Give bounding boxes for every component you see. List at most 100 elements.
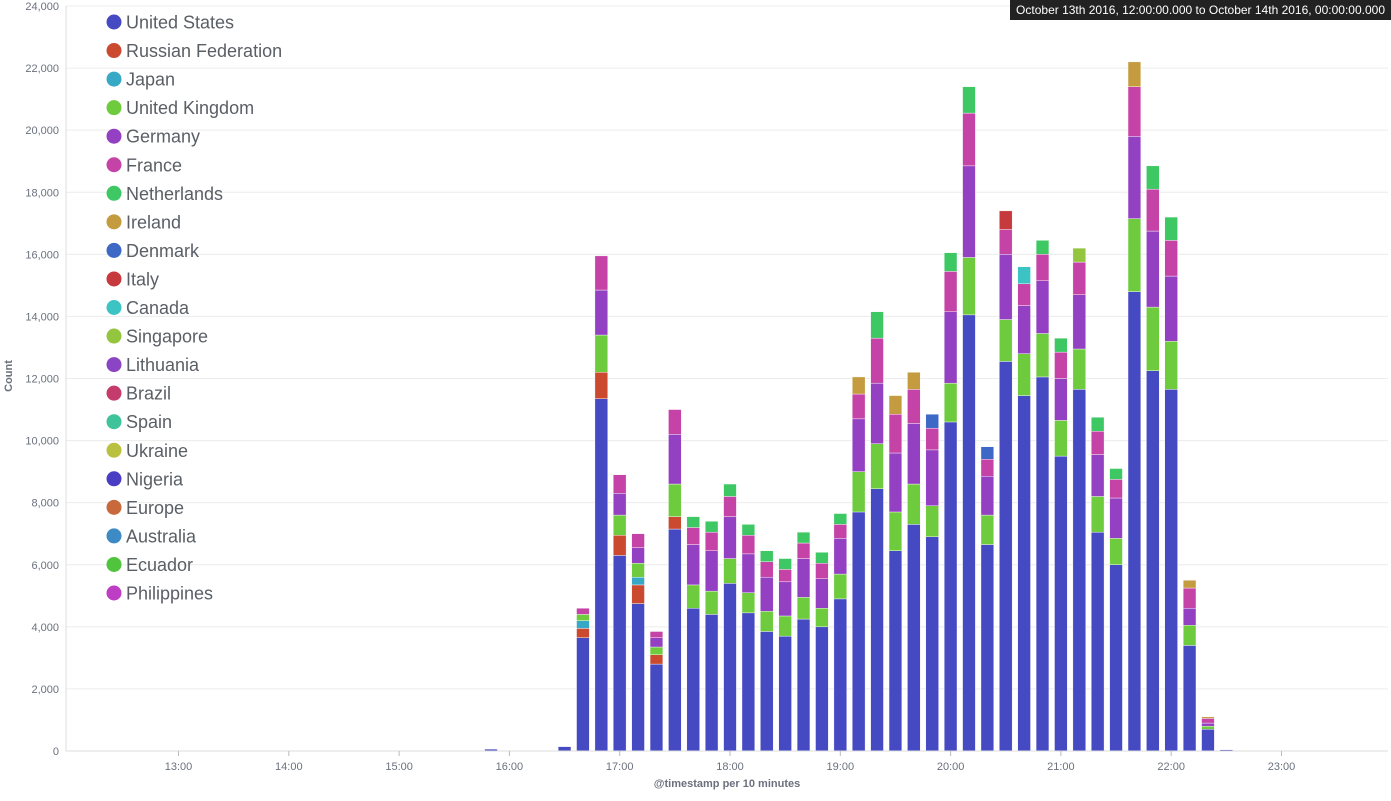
- bar-stack-1800[interactable]: [723, 483, 737, 752]
- bar-stack-1650[interactable]: [594, 255, 608, 752]
- legend-item[interactable]: Ireland: [106, 212, 182, 232]
- bar-segment[interactable]: [962, 86, 976, 114]
- bar-segment[interactable]: [815, 562, 829, 579]
- bar-segment[interactable]: [852, 471, 866, 513]
- bar-segment[interactable]: [631, 562, 645, 578]
- bar-stack-2030[interactable]: [999, 210, 1013, 752]
- bar-segment[interactable]: [1146, 165, 1160, 190]
- bar-segment[interactable]: [613, 535, 627, 556]
- legend-item[interactable]: France: [106, 155, 183, 175]
- bar-segment[interactable]: [944, 382, 958, 423]
- bar-segment[interactable]: [999, 254, 1013, 320]
- legend-item[interactable]: Canada: [106, 298, 191, 318]
- bar-segment[interactable]: [1035, 376, 1050, 752]
- bar-segment[interactable]: [686, 527, 700, 545]
- legend-item[interactable]: Italy: [106, 269, 160, 289]
- bar-segment[interactable]: [557, 746, 572, 752]
- bar-segment[interactable]: [1054, 455, 1068, 752]
- bar-segment[interactable]: [888, 413, 903, 454]
- bar-segment[interactable]: [907, 389, 921, 424]
- legend-item[interactable]: Ukraine: [106, 441, 189, 461]
- bar-segment[interactable]: [962, 314, 976, 752]
- bar-segment[interactable]: [1035, 254, 1050, 281]
- bar-segment[interactable]: [1017, 353, 1031, 396]
- bar-stack-1730[interactable]: [668, 409, 682, 752]
- bar-segment[interactable]: [613, 493, 627, 516]
- bar-segment[interactable]: [1054, 378, 1068, 421]
- bar-segment[interactable]: [1127, 61, 1142, 87]
- bar-segment[interactable]: [815, 578, 829, 609]
- bar-segment[interactable]: [705, 614, 719, 752]
- bar-segment[interactable]: [1146, 230, 1160, 308]
- bar-segment[interactable]: [962, 112, 976, 167]
- bar-stack-1630[interactable]: [557, 746, 572, 752]
- bar-segment[interactable]: [631, 603, 645, 752]
- bar-segment[interactable]: [613, 555, 627, 752]
- bar-segment[interactable]: [1109, 468, 1123, 480]
- bar-segment[interactable]: [944, 311, 958, 384]
- legend-item[interactable]: Russian Federation: [106, 41, 283, 61]
- bar-segment[interactable]: [1072, 247, 1086, 263]
- legend-item[interactable]: Ecuador: [106, 555, 194, 575]
- bar-segment[interactable]: [925, 449, 939, 506]
- bar-segment[interactable]: [1072, 389, 1086, 752]
- legend-item[interactable]: Nigeria: [106, 469, 185, 489]
- bar-segment[interactable]: [778, 581, 792, 617]
- bar-stack-1950[interactable]: [925, 413, 939, 752]
- bar-segment[interactable]: [1109, 538, 1123, 565]
- bar-segment[interactable]: [1146, 188, 1160, 232]
- bar-segment[interactable]: [723, 483, 737, 497]
- bar-segment[interactable]: [1201, 718, 1215, 724]
- bar-segment[interactable]: [705, 531, 719, 551]
- bar-segment[interactable]: [1109, 564, 1123, 752]
- bar-stack-1750[interactable]: [705, 521, 719, 752]
- bar-segment[interactable]: [852, 393, 866, 420]
- bar-segment[interactable]: [833, 524, 847, 539]
- bar-stack-1830[interactable]: [778, 558, 792, 752]
- bar-segment[interactable]: [741, 592, 755, 614]
- bar-segment[interactable]: [1201, 725, 1215, 730]
- bar-segment[interactable]: [1072, 294, 1086, 350]
- bar-segment[interactable]: [631, 576, 645, 586]
- bar-segment[interactable]: [649, 646, 664, 655]
- bar-segment[interactable]: [760, 561, 774, 578]
- bar-segment[interactable]: [1054, 337, 1068, 353]
- bar-stack-2140[interactable]: [1127, 61, 1142, 752]
- bar-segment[interactable]: [962, 165, 976, 258]
- bar-segment[interactable]: [778, 558, 792, 570]
- legend-item[interactable]: United Kingdom: [106, 98, 255, 118]
- bar-stack-2220[interactable]: [1201, 716, 1215, 752]
- bar-segment[interactable]: [613, 474, 627, 494]
- bar-segment[interactable]: [631, 584, 645, 604]
- legend-item[interactable]: United States: [106, 13, 235, 33]
- bar-segment[interactable]: [999, 210, 1013, 230]
- bar-segment[interactable]: [741, 535, 755, 555]
- bar-segment[interactable]: [1035, 240, 1050, 255]
- bar-segment[interactable]: [999, 229, 1013, 255]
- bar-segment[interactable]: [1072, 348, 1086, 390]
- bar-segment[interactable]: [723, 558, 737, 584]
- bar-segment[interactable]: [594, 255, 608, 291]
- bar-segment[interactable]: [686, 544, 700, 586]
- bar-segment[interactable]: [1164, 240, 1178, 277]
- bar-segment[interactable]: [649, 654, 664, 665]
- bar-segment[interactable]: [870, 488, 884, 752]
- bar-segment[interactable]: [888, 511, 903, 551]
- bar-stack-1720[interactable]: [649, 631, 664, 752]
- bar-segment[interactable]: [576, 620, 590, 629]
- bar-segment[interactable]: [1017, 266, 1031, 285]
- bar-segment[interactable]: [907, 524, 921, 752]
- bar-segment[interactable]: [1109, 479, 1123, 499]
- bar-segment[interactable]: [705, 590, 719, 615]
- bar-segment[interactable]: [1072, 261, 1086, 295]
- bar-segment[interactable]: [796, 618, 811, 752]
- bar-segment[interactable]: [833, 513, 847, 525]
- bar-stack-1820[interactable]: [760, 550, 774, 752]
- bar-segment[interactable]: [1127, 218, 1142, 292]
- bar-segment[interactable]: [1017, 395, 1031, 752]
- legend-item[interactable]: Philippines: [106, 584, 214, 604]
- bar-segment[interactable]: [1182, 587, 1197, 609]
- bar-segment[interactable]: [1035, 333, 1050, 378]
- bar-segment[interactable]: [980, 459, 994, 477]
- bar-segment[interactable]: [686, 584, 700, 609]
